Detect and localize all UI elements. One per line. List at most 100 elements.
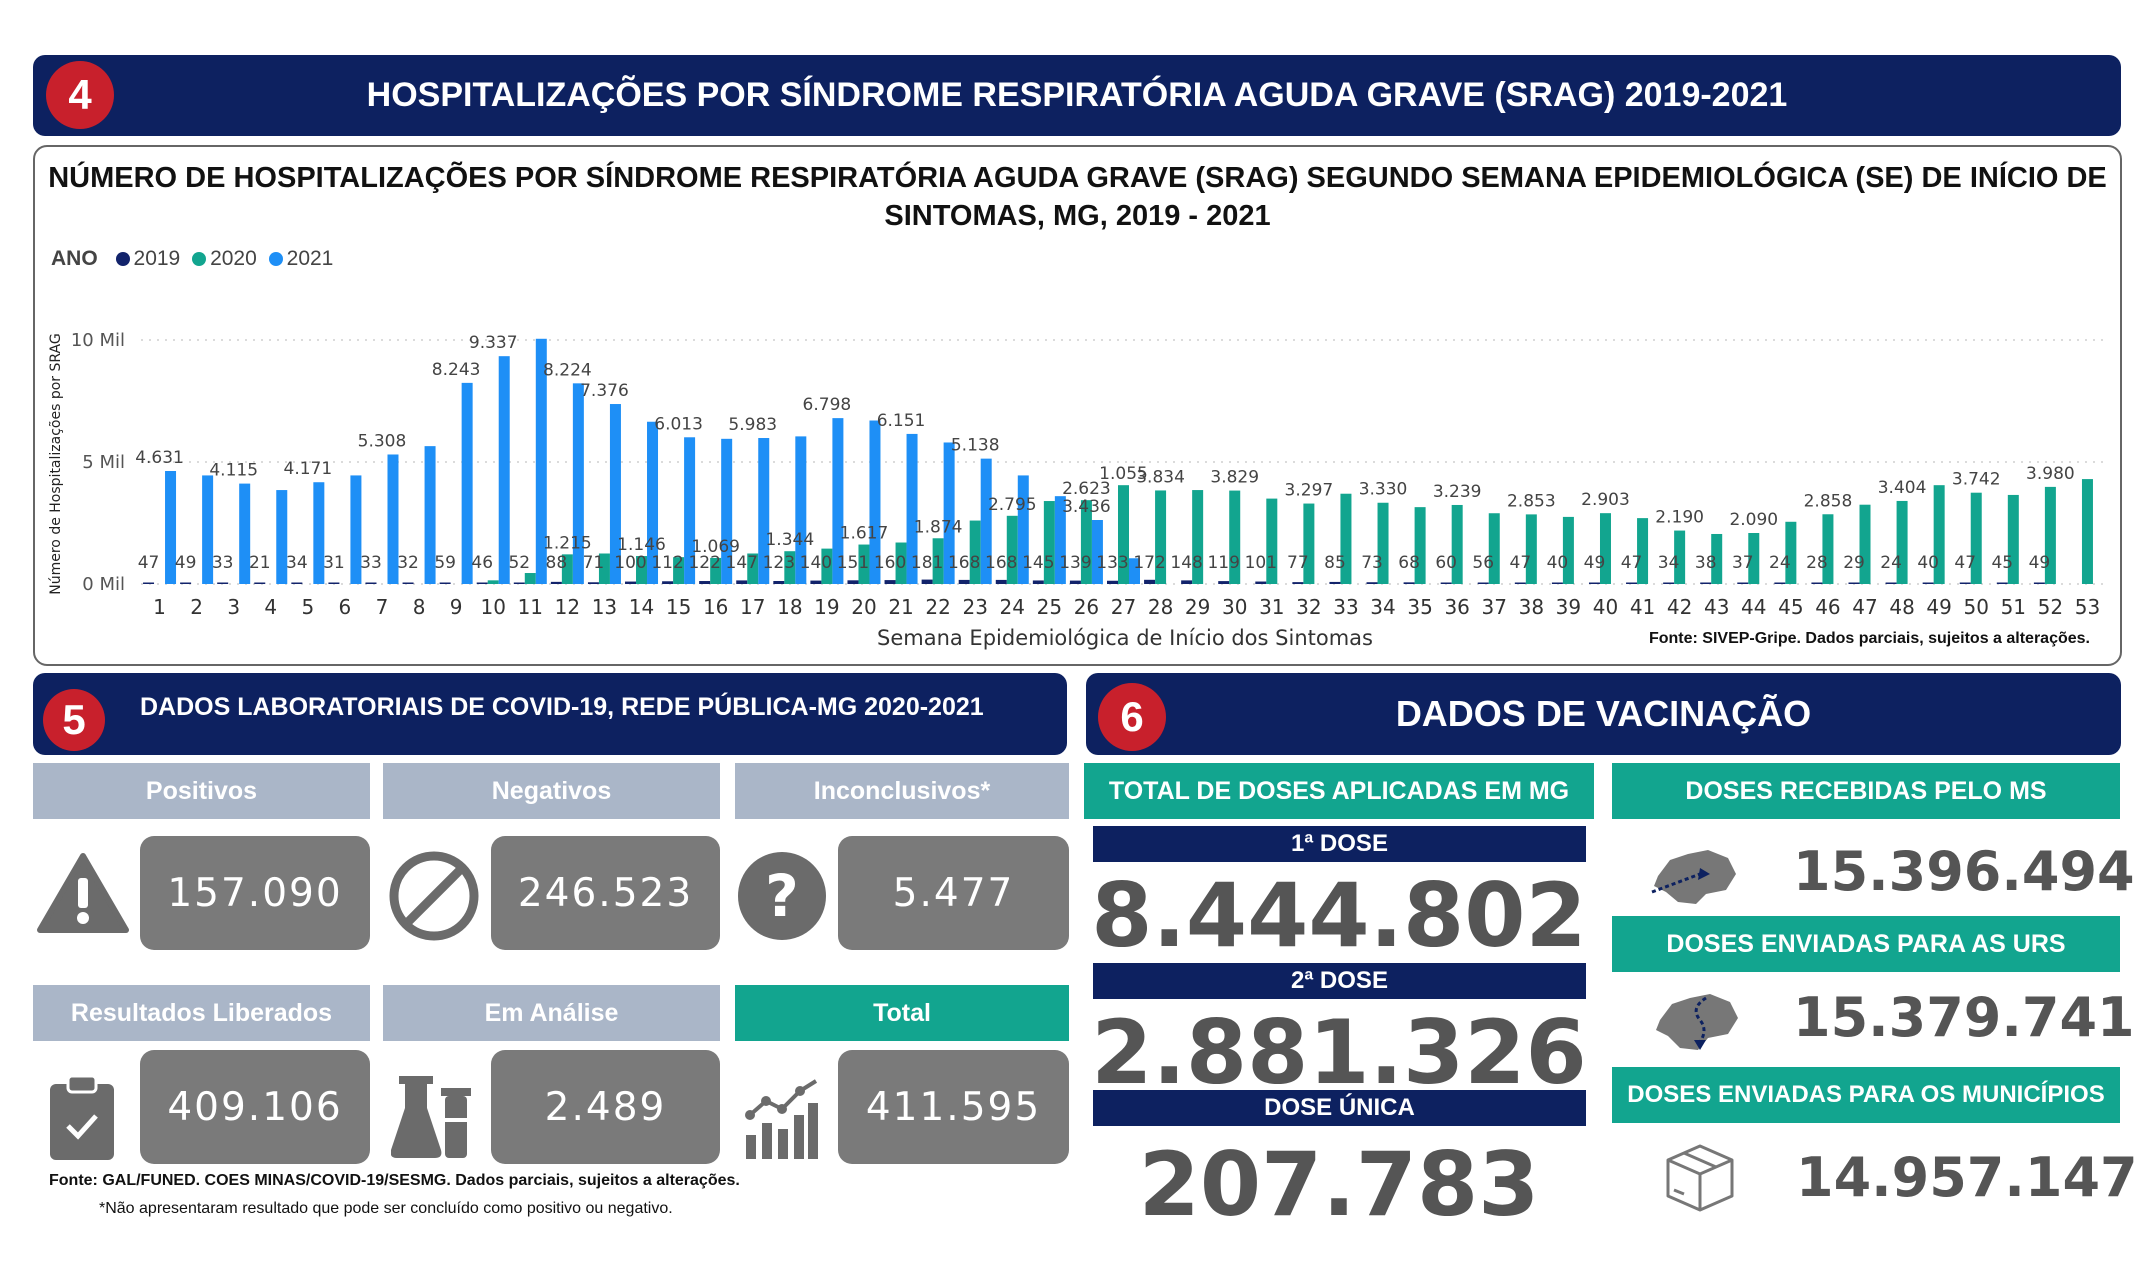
data-label: 3.239	[1433, 482, 1482, 502]
data-label: 3.980	[2026, 464, 2075, 484]
x-tick-label: 18	[777, 595, 802, 619]
data-label: 6.151	[877, 411, 926, 431]
data-label: 3.829	[1210, 468, 1259, 488]
bar-2021	[684, 437, 696, 584]
bar-2020	[2007, 494, 2019, 584]
data-label: 3.297	[1285, 481, 1334, 501]
bar-2019	[884, 580, 896, 584]
bar-2020	[1043, 501, 1055, 584]
x-tick-label: 34	[1370, 595, 1395, 619]
x-tick-label: 21	[888, 595, 913, 619]
bar-2021	[239, 483, 251, 584]
x-tick-label: 36	[1444, 595, 1469, 619]
bar-2020	[784, 551, 796, 584]
data-label: 2.903	[1581, 490, 1630, 510]
x-tick-label: 6	[339, 595, 352, 619]
bar-2020	[858, 544, 870, 584]
bar-2019	[958, 579, 970, 584]
section4-banner: 4 HOSPITALIZAÇÕES POR SÍNDROME RESPIRATÓ…	[33, 55, 2121, 136]
section5-title: DADOS LABORATORIAIS DE COVID-19, REDE PÚ…	[140, 693, 984, 721]
bar-2021	[1091, 519, 1103, 584]
bar-2019	[1403, 582, 1415, 584]
section4-badge: 4	[46, 61, 114, 129]
x-axis-label: Semana Epidemiológica de Início dos Sint…	[877, 626, 1373, 650]
bar-2021	[647, 421, 659, 584]
data-label: 1.617	[840, 524, 889, 544]
bar-2019	[328, 582, 340, 584]
bar-2019	[1626, 582, 1638, 584]
data-label: 6.013	[654, 414, 703, 434]
data-label: 5.138	[951, 436, 1000, 456]
bar-2019	[1737, 582, 1749, 584]
bar-2019	[1663, 582, 1675, 584]
bar-2021	[387, 454, 399, 584]
bar-2019	[2033, 582, 2045, 584]
bar-2021	[721, 438, 733, 584]
x-tick-label: 30	[1222, 595, 1247, 619]
bar-2019	[921, 579, 933, 584]
data-label: 1.215	[543, 533, 592, 553]
bar-2021	[1129, 558, 1140, 584]
data-label: 49	[1584, 553, 1606, 573]
data-label: 168	[948, 553, 980, 573]
doses-municipios-value: 14.957.147	[1796, 1146, 2138, 1209]
x-tick-label: 25	[1037, 595, 1062, 619]
x-tick-label: 39	[1556, 595, 1581, 619]
x-tick-label: 13	[592, 595, 617, 619]
x-tick-label: 14	[629, 595, 654, 619]
data-label: 28	[1806, 553, 1828, 573]
bar-2020	[1377, 502, 1389, 584]
resultados-liberados-value: 409.106	[140, 1050, 370, 1164]
data-label: 3.330	[1359, 480, 1408, 500]
y-axis-label: Número de Hospitalizações por SRAG	[48, 333, 64, 594]
data-label: 49	[175, 553, 197, 573]
data-label: 160	[874, 553, 906, 573]
legend-label-2019: 2019	[133, 247, 181, 270]
x-tick-label: 12	[555, 595, 580, 619]
legend-dot-2021	[268, 252, 283, 266]
data-label: 5.308	[358, 431, 407, 451]
bar-2020	[1822, 514, 1834, 584]
dose-unica-value: 207.783	[1138, 1133, 1540, 1236]
bar-2020	[1192, 490, 1204, 584]
dose1-label: 1ª DOSE	[1093, 826, 1586, 862]
x-tick-label: 3	[227, 595, 240, 619]
bar-2020	[895, 542, 907, 584]
bar-2020	[1933, 485, 1945, 584]
bar-2019	[1069, 580, 1081, 584]
x-tick-label: 40	[1593, 595, 1618, 619]
bar-2020	[636, 556, 648, 584]
data-label: 85	[1324, 553, 1346, 573]
bar-2019	[995, 579, 1007, 584]
data-label: 148	[1170, 553, 1202, 573]
bar-2020	[1970, 492, 1982, 584]
x-tick-label: 31	[1259, 595, 1284, 619]
bar-2021	[609, 404, 621, 584]
chart-title-line1: NÚMERO DE HOSPITALIZAÇÕES POR SÍNDROME R…	[48, 162, 2107, 194]
total-value: 411.595	[838, 1050, 1069, 1164]
data-label: 47	[1954, 553, 1976, 573]
bar-2020	[598, 553, 610, 584]
bar-2020	[1637, 518, 1649, 584]
bar-2020	[1859, 504, 1871, 584]
x-tick-label: 7	[376, 595, 389, 619]
srag-chart-panel: NÚMERO DE HOSPITALIZAÇÕES POR SÍNDROME R…	[33, 145, 2122, 666]
clipboard-check-icon	[50, 1074, 114, 1160]
bar-2020	[1525, 514, 1537, 584]
dose2-value: 2.881.326	[1091, 1001, 1587, 1104]
svg-text:?: ?	[765, 862, 799, 930]
data-label: 38	[1695, 553, 1717, 573]
x-tick-label: 23	[962, 595, 987, 619]
data-label: 77	[1287, 553, 1309, 573]
bar-2020	[1451, 504, 1463, 584]
bar-2019	[773, 580, 785, 584]
data-label: 1.344	[765, 530, 814, 550]
section4-title: HOSPITALIZAÇÕES POR SÍNDROME RESPIRATÓRI…	[366, 76, 1788, 114]
negativos-value: 246.523	[491, 836, 720, 950]
data-label: 33	[212, 553, 234, 573]
data-label: 37	[1732, 553, 1754, 573]
bar-2019	[736, 580, 748, 584]
x-tick-label: 53	[2075, 595, 2100, 619]
bar-2019	[625, 581, 637, 584]
chart-title-line2: SINTOMAS, MG, 2019 - 2021	[884, 200, 1271, 232]
